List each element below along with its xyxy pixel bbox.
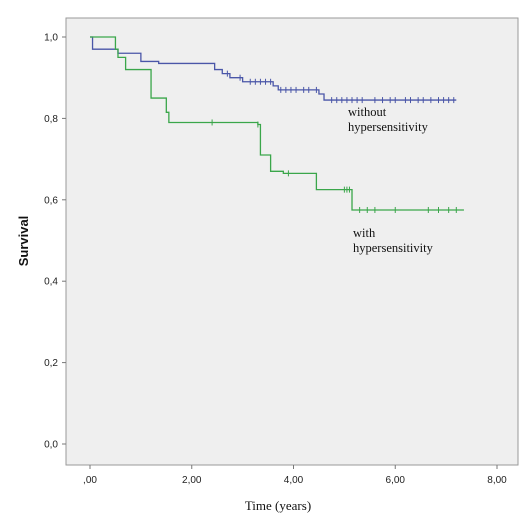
series-annotation: without	[348, 105, 387, 119]
series-annotation: with	[353, 226, 376, 240]
x-tick-label: 2,00	[182, 475, 202, 486]
y-axis-title: Survival	[16, 216, 31, 267]
series-annotation: hypersensitivity	[348, 120, 429, 134]
survival-curve	[90, 36, 464, 211]
plot-area	[65, 17, 519, 466]
x-tick-label: ,00	[83, 475, 97, 486]
x-axis-title: Time (years)	[245, 498, 311, 513]
y-tick-label: 1,0	[44, 33, 58, 44]
y-tick-label: 0,4	[44, 277, 58, 288]
series-layer	[90, 36, 464, 213]
y-tick-label: 0,6	[44, 195, 58, 206]
y-tick-label: 0,0	[44, 440, 58, 451]
axes: 0,0 0,2 0,4 0,6 0,8 1,0 ,00 2,00 4,00 6,00 8,00	[44, 33, 507, 487]
y-tick-label: 0,2	[44, 358, 58, 369]
series-1	[90, 36, 464, 213]
series-0	[90, 36, 457, 104]
series-annotation: hypersensitivity	[353, 241, 434, 255]
survival-curve	[90, 36, 457, 101]
x-tick-label: 4,00	[284, 475, 304, 486]
x-tick-label: 6,00	[386, 475, 406, 486]
x-tick-label: 8,00	[487, 475, 507, 486]
y-tick-label: 0,8	[44, 114, 58, 125]
annotations: withouthypersensitivitywithhypersensitiv…	[348, 105, 434, 255]
